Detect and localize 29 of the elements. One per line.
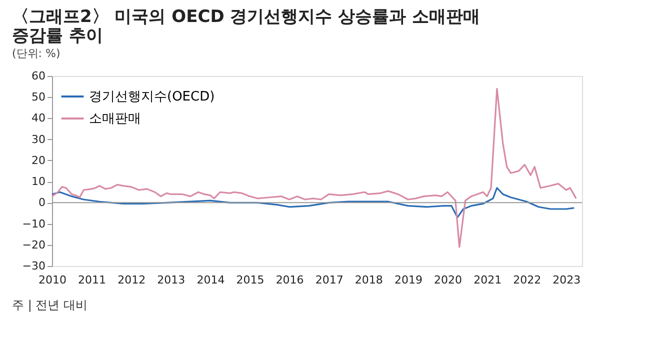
text: 주 | 전년 대비 bbox=[12, 298, 88, 312]
x-tick-label: 2018 bbox=[354, 274, 383, 286]
legend-label: 소매판매 bbox=[89, 112, 141, 126]
x-tick-label: 2010 bbox=[38, 274, 66, 286]
legend-label: 경기선행지수(OECD) bbox=[89, 90, 215, 104]
x-tick-label: 2012 bbox=[118, 274, 146, 286]
chart-title: 〈그래프2〉 미국의 OECD 경기선행지수 상승률과 소매판매 증감률 추이 bbox=[12, 7, 480, 46]
x-tick-label: 2023 bbox=[552, 274, 581, 286]
y-tick-label: 50 bbox=[32, 90, 46, 104]
y-tick-label: 20 bbox=[32, 154, 46, 167]
x-tick-label: 2022 bbox=[513, 274, 542, 286]
x-tick-label: 2016 bbox=[276, 274, 304, 286]
x-tick-label: 2015 bbox=[236, 274, 264, 286]
x-tick-label: 2011 bbox=[78, 274, 106, 286]
y-tick-label: 60 bbox=[32, 70, 46, 82]
y-tick-label: −20 bbox=[22, 238, 46, 252]
x-tick-label: 2019 bbox=[394, 274, 422, 286]
x-tick-label: 2021 bbox=[474, 274, 502, 286]
y-tick-label: 0 bbox=[38, 196, 46, 210]
x-tick-label: 2013 bbox=[157, 274, 186, 286]
y-tick-label: −30 bbox=[22, 260, 46, 272]
x-tick-label: 2020 bbox=[434, 274, 462, 286]
chart-subtitle: (단위: %) bbox=[12, 47, 60, 60]
y-tick-label: 30 bbox=[32, 132, 46, 146]
y-tick-label: 10 bbox=[32, 175, 46, 188]
x-tick-label: 2017 bbox=[315, 274, 344, 286]
y-tick-label: −10 bbox=[22, 217, 46, 230]
x-tick-label: 2014 bbox=[196, 274, 225, 286]
y-tick-label: 40 bbox=[32, 112, 46, 125]
